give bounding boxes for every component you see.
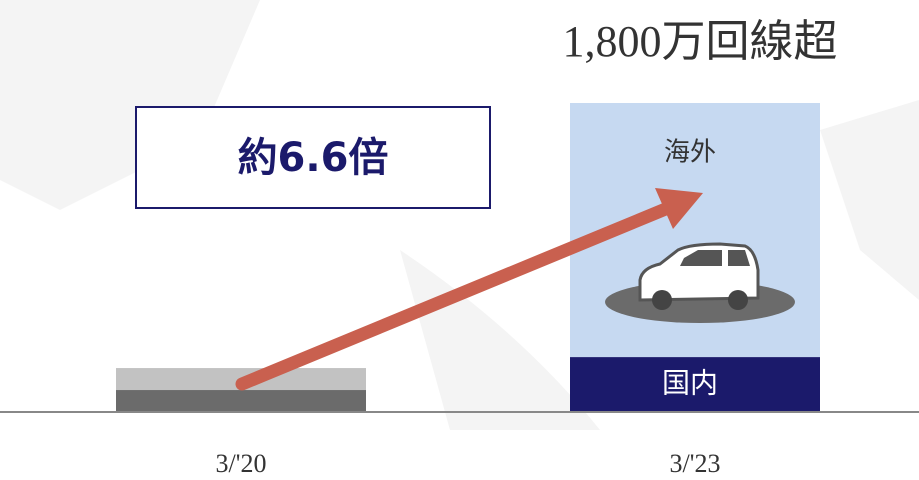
bar-segment: [570, 357, 820, 412]
chart-title: 1,800万回線超: [563, 17, 838, 66]
arrow-head: [655, 188, 703, 229]
annotation-box: [135, 106, 491, 209]
car-wheel: [728, 290, 748, 310]
arrow-shaft: [235, 201, 675, 391]
x-tick-label: 3/'20: [216, 449, 267, 478]
segment-label: 海外: [664, 138, 716, 168]
car-windows: [680, 250, 750, 266]
car-wheel: [652, 290, 672, 310]
segment-label: 国内: [662, 367, 718, 400]
x-tick-label: 3/'23: [670, 449, 721, 478]
bar-segment: [116, 390, 366, 412]
annotation: 約6.6倍: [238, 135, 389, 181]
overlay: [235, 188, 795, 391]
